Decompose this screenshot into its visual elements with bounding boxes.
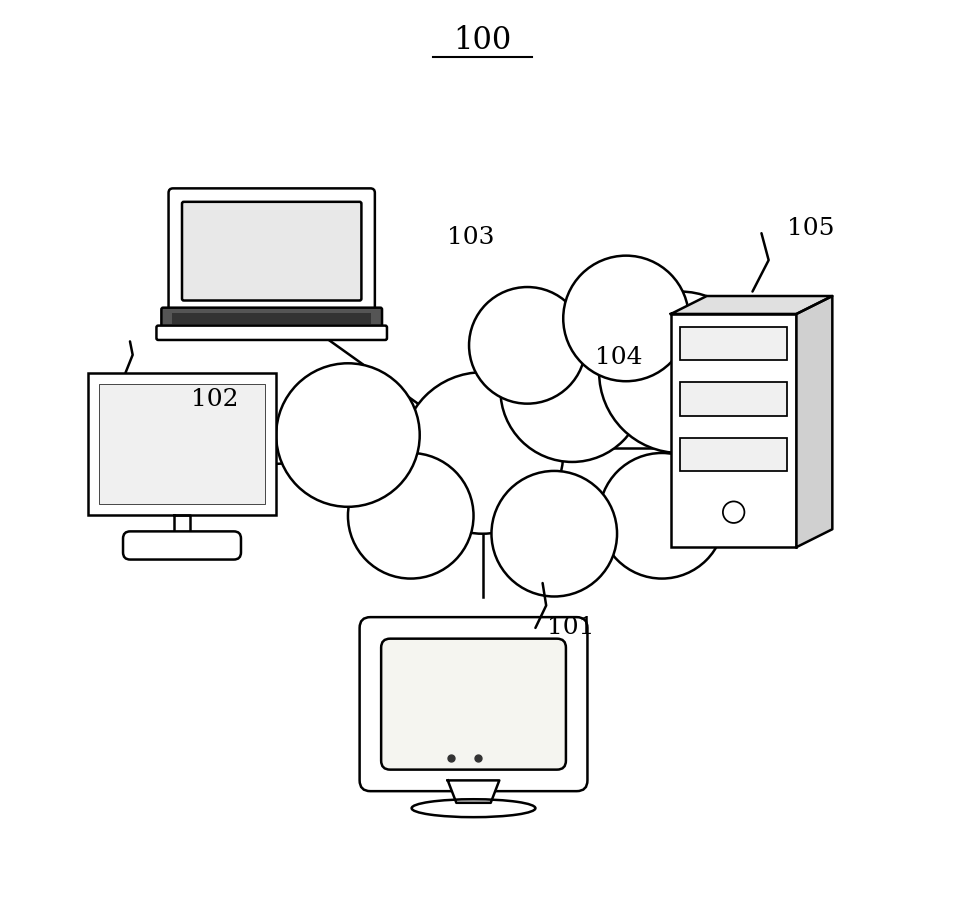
Circle shape — [689, 372, 814, 498]
Circle shape — [599, 292, 760, 453]
FancyBboxPatch shape — [98, 384, 265, 504]
FancyBboxPatch shape — [172, 313, 372, 324]
Ellipse shape — [412, 799, 536, 817]
Text: 100: 100 — [454, 25, 511, 56]
FancyBboxPatch shape — [381, 639, 565, 770]
FancyBboxPatch shape — [679, 327, 787, 361]
Circle shape — [401, 372, 564, 534]
Text: 102: 102 — [191, 388, 238, 411]
Polygon shape — [796, 296, 833, 547]
FancyBboxPatch shape — [123, 531, 241, 560]
Text: 103: 103 — [447, 226, 494, 249]
Circle shape — [276, 363, 420, 507]
Circle shape — [348, 453, 474, 579]
FancyBboxPatch shape — [679, 382, 787, 416]
Circle shape — [564, 256, 689, 381]
Text: 104: 104 — [594, 345, 642, 369]
Circle shape — [723, 501, 744, 523]
FancyBboxPatch shape — [88, 373, 276, 515]
FancyBboxPatch shape — [679, 438, 787, 471]
Circle shape — [491, 471, 617, 597]
Text: 101: 101 — [547, 616, 594, 640]
Circle shape — [469, 287, 586, 404]
Polygon shape — [671, 296, 833, 314]
FancyBboxPatch shape — [360, 617, 588, 791]
Circle shape — [599, 453, 725, 579]
Text: 105: 105 — [787, 217, 835, 240]
FancyBboxPatch shape — [182, 202, 362, 300]
FancyBboxPatch shape — [156, 326, 387, 340]
FancyBboxPatch shape — [169, 188, 374, 314]
Polygon shape — [448, 780, 499, 803]
Circle shape — [501, 318, 644, 462]
FancyBboxPatch shape — [161, 308, 382, 329]
Polygon shape — [175, 515, 189, 538]
FancyBboxPatch shape — [671, 314, 796, 547]
